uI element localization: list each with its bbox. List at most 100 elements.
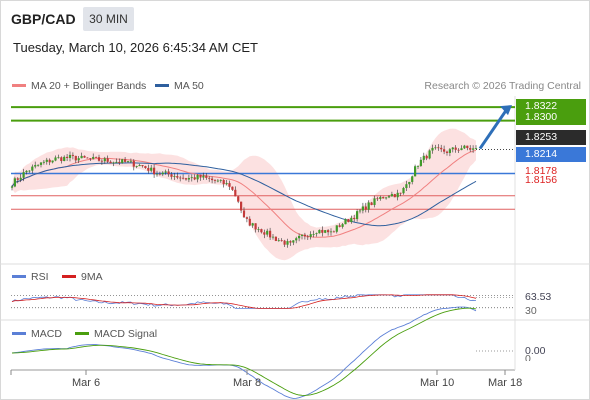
candle xyxy=(100,159,103,165)
candle xyxy=(158,171,161,176)
candle xyxy=(240,201,243,214)
candle xyxy=(164,169,167,175)
candle xyxy=(138,163,141,167)
legend-macd: MACD xyxy=(12,328,62,340)
candle xyxy=(437,144,440,151)
macd-signal-line xyxy=(11,307,477,396)
candle xyxy=(338,223,341,228)
price-tag-current: 1.8253 xyxy=(516,130,586,145)
candle xyxy=(219,179,222,183)
candle xyxy=(77,155,80,164)
candle xyxy=(126,160,130,163)
candle xyxy=(176,172,179,180)
legend-rsi-ma: 9MA xyxy=(62,271,103,283)
candle xyxy=(402,186,405,195)
candle xyxy=(387,194,391,199)
candle xyxy=(324,229,327,234)
candle xyxy=(34,161,37,169)
candle xyxy=(208,176,211,182)
candle xyxy=(382,196,385,199)
candle xyxy=(332,230,335,233)
candle xyxy=(213,179,217,184)
candle xyxy=(347,218,350,223)
symbol-title: GBP/CAD xyxy=(11,11,76,27)
timeframe-badge[interactable]: 30 MIN xyxy=(83,7,134,31)
candle xyxy=(428,149,431,160)
candle xyxy=(303,232,306,240)
x-label-mar6: Mar 6 xyxy=(72,377,101,389)
projection-arrow xyxy=(478,105,512,150)
candle xyxy=(434,144,437,150)
price-label-s1: 1.8178 xyxy=(525,165,558,177)
candle xyxy=(405,180,408,191)
ma20-swatch xyxy=(12,83,26,87)
candle xyxy=(248,216,251,227)
legend-ma20-label: MA 20 + Bollinger Bands xyxy=(31,80,147,92)
candle xyxy=(190,174,193,182)
arrow-head xyxy=(500,105,512,116)
macd-swatch xyxy=(12,331,26,335)
candle xyxy=(390,191,393,197)
candle xyxy=(451,146,454,153)
timestamp: Tuesday, March 10, 2026 6:45:34 AM CET xyxy=(13,40,258,55)
candle xyxy=(361,202,364,214)
candle xyxy=(408,181,411,188)
candle xyxy=(45,157,48,165)
rsi-ma-swatch xyxy=(62,274,76,278)
candle xyxy=(353,214,356,222)
candle xyxy=(425,154,428,161)
legend-ma50: MA 50 xyxy=(155,80,204,92)
candle xyxy=(472,145,475,153)
candle xyxy=(150,164,153,173)
legend-ma20: MA 20 + Bollinger Bands xyxy=(12,80,146,92)
candle xyxy=(422,152,425,163)
candle xyxy=(74,155,77,164)
candle xyxy=(300,234,304,240)
candle xyxy=(202,172,205,180)
candle xyxy=(216,179,219,183)
key-level-lines xyxy=(11,106,515,210)
candle xyxy=(184,177,188,181)
candle xyxy=(112,161,115,167)
candle xyxy=(292,240,295,246)
candle xyxy=(135,165,138,169)
candle xyxy=(92,153,95,160)
candle xyxy=(327,229,330,236)
candle xyxy=(373,195,376,208)
legend-macd-signal: MACD Signal xyxy=(75,328,157,340)
candle xyxy=(269,227,272,241)
candle xyxy=(51,160,54,164)
candle xyxy=(22,168,25,182)
candle xyxy=(141,165,144,168)
candle xyxy=(460,145,463,151)
candle xyxy=(37,164,40,167)
candle xyxy=(298,233,301,242)
candle xyxy=(411,175,414,185)
candle xyxy=(118,158,121,165)
candle xyxy=(257,226,260,233)
candlesticks xyxy=(10,144,478,248)
legend-rsi: RSI xyxy=(12,271,49,283)
candle xyxy=(129,158,132,164)
candle xyxy=(86,157,89,159)
bollinger-band-area xyxy=(12,128,476,261)
candle xyxy=(440,144,443,153)
candle xyxy=(161,171,164,177)
candle xyxy=(89,158,92,162)
candle xyxy=(16,177,19,184)
candle xyxy=(245,216,248,223)
candle xyxy=(31,164,34,174)
candle xyxy=(66,154,69,162)
candle xyxy=(370,201,373,206)
candle xyxy=(155,170,159,177)
macd-panel xyxy=(11,306,515,399)
candle xyxy=(399,192,402,197)
candle xyxy=(321,226,324,237)
candle xyxy=(153,164,156,178)
candle xyxy=(193,174,196,181)
x-label-mar8: Mar 8 xyxy=(233,377,262,389)
candle xyxy=(28,170,31,173)
candle xyxy=(182,174,185,180)
candle xyxy=(379,195,382,201)
candle xyxy=(312,230,315,238)
